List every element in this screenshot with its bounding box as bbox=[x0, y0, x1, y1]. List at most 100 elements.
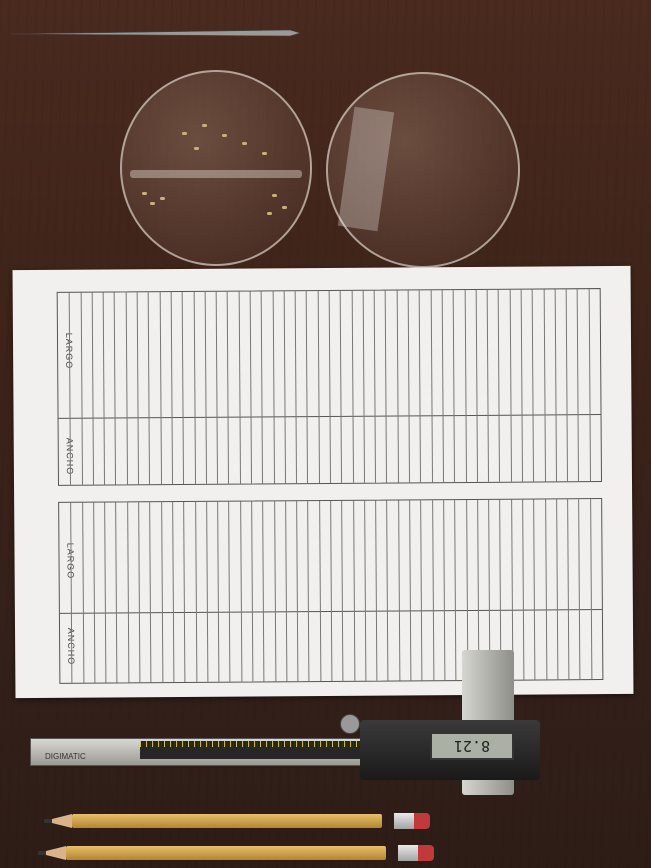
table-column-line bbox=[115, 502, 118, 683]
table-column-line bbox=[567, 499, 570, 680]
table-column-line bbox=[296, 501, 299, 682]
table-column-line bbox=[249, 291, 253, 484]
pencil-eraser bbox=[414, 813, 430, 829]
seed bbox=[282, 206, 287, 209]
table-column-line bbox=[181, 291, 185, 484]
table-column-line bbox=[384, 290, 388, 483]
dish-divider bbox=[130, 170, 302, 178]
table-column-line bbox=[420, 500, 423, 681]
table-column-line bbox=[215, 291, 219, 484]
table-column-line bbox=[217, 501, 220, 682]
table-column-line bbox=[149, 502, 152, 683]
table-column-line bbox=[80, 292, 84, 485]
petri-dish-with-seeds bbox=[120, 70, 312, 266]
table-column-line bbox=[454, 500, 457, 681]
pencil-eraser bbox=[418, 845, 434, 861]
pencil-tip bbox=[44, 814, 72, 828]
digital-caliper: DIGIMATIC 8.21 bbox=[30, 720, 540, 780]
pencil-tip bbox=[38, 846, 66, 860]
empty-petri-dish bbox=[326, 72, 520, 268]
seed bbox=[242, 142, 247, 145]
pencil-lead bbox=[38, 851, 46, 855]
seed bbox=[222, 134, 227, 137]
scale-ticks bbox=[140, 741, 460, 747]
table-column-line bbox=[590, 499, 593, 680]
table-column-line bbox=[195, 501, 198, 682]
table-column-line bbox=[533, 499, 536, 680]
table-column-line bbox=[441, 290, 445, 483]
table-column-line bbox=[91, 292, 95, 485]
tweezers bbox=[10, 29, 300, 37]
caliper-knob bbox=[340, 714, 360, 734]
seed bbox=[160, 197, 165, 200]
table-column-line bbox=[240, 501, 243, 682]
dish-glare bbox=[337, 106, 395, 232]
table-column-line bbox=[104, 502, 107, 683]
table-column-line bbox=[307, 501, 310, 682]
data-sheet: LARGO ANCHO LARGO ANCHO bbox=[12, 265, 634, 699]
table-column-line bbox=[522, 499, 525, 680]
table-column-line bbox=[330, 500, 333, 681]
table-column-line bbox=[68, 292, 72, 485]
table-column-line bbox=[364, 500, 367, 681]
table-column-line bbox=[554, 289, 558, 482]
table-column-line bbox=[125, 292, 129, 485]
table-column-line bbox=[170, 292, 174, 485]
table-column-line bbox=[398, 500, 401, 681]
table-column-line bbox=[127, 502, 130, 683]
table-column-line bbox=[204, 291, 208, 484]
table-column-line bbox=[82, 502, 85, 683]
table-column-line bbox=[565, 289, 569, 482]
seed bbox=[202, 124, 207, 127]
table-column-line bbox=[497, 289, 501, 482]
table-column-line bbox=[161, 502, 164, 683]
table-column-line bbox=[375, 500, 378, 681]
table-column-line bbox=[262, 501, 265, 682]
pencil-lead bbox=[44, 819, 52, 823]
table-column-line bbox=[341, 500, 344, 681]
table-column-line bbox=[228, 501, 231, 682]
caliper-display: 8.21 bbox=[430, 732, 514, 760]
table-column-line bbox=[418, 290, 422, 483]
table-column-line bbox=[226, 291, 230, 484]
table-column-line bbox=[147, 292, 151, 485]
table-column-line bbox=[588, 289, 592, 482]
table-column-line bbox=[319, 501, 322, 682]
measurement-table-bottom: LARGO ANCHO bbox=[58, 498, 604, 684]
table-column-line bbox=[136, 292, 140, 485]
table-column-line bbox=[305, 291, 309, 484]
table-column-line bbox=[193, 291, 197, 484]
table-column-line bbox=[339, 290, 343, 483]
pencil bbox=[38, 845, 434, 861]
seed bbox=[182, 132, 187, 135]
seed bbox=[272, 194, 277, 197]
table-column-line bbox=[486, 289, 490, 482]
measurement-table-top: LARGO ANCHO bbox=[56, 288, 603, 486]
table-column-line bbox=[432, 500, 435, 681]
seed bbox=[150, 202, 155, 205]
table-column-line bbox=[260, 291, 264, 484]
table-column-line bbox=[351, 290, 355, 483]
caliper-brand: DIGIMATIC bbox=[45, 752, 86, 761]
table-column-line bbox=[578, 499, 581, 680]
table-column-line bbox=[251, 501, 254, 682]
table-column-line bbox=[396, 290, 400, 483]
table-column-line bbox=[93, 502, 96, 683]
caliper-head: 8.21 bbox=[360, 720, 540, 780]
table-column-line bbox=[183, 501, 186, 682]
table-column-line bbox=[464, 289, 468, 483]
table-column-line bbox=[159, 292, 163, 485]
table-column-line bbox=[317, 291, 321, 484]
table-column-line bbox=[509, 289, 513, 482]
table-column-line bbox=[452, 290, 456, 483]
table-column-line bbox=[443, 500, 446, 681]
table-column-line bbox=[475, 289, 479, 482]
table-column-line bbox=[373, 290, 377, 483]
pencil bbox=[44, 813, 430, 829]
table-column-line bbox=[386, 500, 389, 681]
table-column-line bbox=[70, 502, 73, 683]
table-column-line bbox=[407, 290, 411, 483]
table-column-line bbox=[520, 289, 524, 482]
table-column-line bbox=[353, 500, 356, 681]
